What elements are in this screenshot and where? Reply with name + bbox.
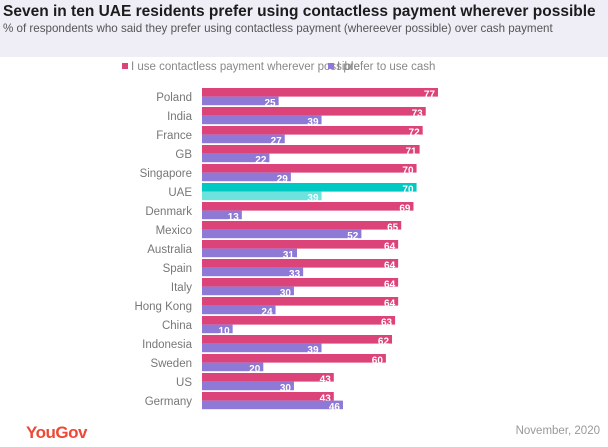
bar	[202, 335, 393, 344]
data-label: 25	[264, 98, 276, 109]
bar	[202, 134, 285, 144]
data-label: 43	[320, 375, 332, 386]
data-label: 64	[384, 242, 396, 253]
data-label: 63	[381, 318, 393, 329]
bar	[202, 400, 343, 410]
legend-swatch	[328, 63, 334, 69]
bar	[202, 96, 279, 106]
bar	[202, 362, 264, 372]
data-label: 64	[384, 299, 396, 310]
bar	[202, 324, 233, 334]
category-label: Poland	[156, 92, 192, 104]
data-label: 60	[372, 356, 384, 367]
bar	[202, 88, 438, 97]
data-label: 22	[255, 155, 267, 166]
data-label: 27	[271, 136, 283, 147]
category-label: Mexico	[156, 225, 192, 237]
data-label: 30	[280, 288, 292, 299]
bar	[202, 305, 276, 315]
category-label: Indonesia	[142, 339, 192, 351]
bar	[202, 343, 322, 353]
data-label: 46	[329, 402, 341, 413]
bar	[202, 267, 304, 277]
data-label: 24	[261, 307, 273, 318]
bar	[202, 240, 399, 249]
bar	[202, 248, 298, 258]
bar	[202, 183, 417, 192]
bar	[202, 381, 294, 391]
bar	[202, 145, 420, 154]
data-label: 71	[405, 147, 417, 158]
bar	[202, 354, 386, 363]
data-label: 29	[277, 174, 289, 185]
category-label: Sweden	[150, 358, 192, 370]
bar	[202, 107, 426, 116]
category-label: Spain	[163, 263, 192, 275]
data-label: 69	[399, 204, 411, 215]
bar	[202, 164, 417, 173]
data-label: 43	[320, 394, 332, 405]
data-label: 52	[347, 231, 359, 242]
category-label: Hong Kong	[134, 301, 192, 313]
legend-label: I use contactless payment wherever possi…	[131, 61, 360, 73]
category-label: France	[156, 130, 192, 142]
data-label: 64	[384, 280, 396, 291]
data-label: 33	[289, 269, 301, 280]
chart-title: Seven in ten UAE residents prefer using …	[3, 3, 596, 20]
data-label: 39	[307, 117, 319, 128]
category-label: US	[176, 377, 192, 389]
data-label: 64	[384, 261, 396, 272]
category-label: India	[167, 111, 193, 123]
bar	[202, 373, 334, 382]
bar	[202, 221, 402, 230]
bar	[202, 392, 334, 401]
data-label: 39	[307, 193, 319, 204]
bar	[202, 316, 396, 325]
category-label: GB	[175, 149, 192, 161]
yougov-logo: YouGov	[26, 423, 87, 442]
chart-subtitle: % of respondents who said they prefer us…	[3, 22, 553, 35]
category-label: Italy	[171, 282, 192, 294]
data-label: 65	[387, 223, 399, 234]
bar	[202, 172, 291, 182]
data-label: 70	[402, 166, 414, 177]
data-label: 20	[249, 364, 261, 375]
data-label: 39	[307, 345, 319, 356]
legend-swatch	[122, 63, 128, 69]
category-label: Denmark	[145, 206, 192, 218]
data-label: 73	[412, 109, 424, 120]
legend-label: I prefer to use cash	[337, 61, 435, 73]
bar	[202, 202, 414, 211]
bar	[202, 191, 322, 201]
data-label: 72	[409, 128, 421, 139]
date-label: November, 2020	[515, 425, 600, 437]
data-label: 10	[219, 326, 231, 337]
bar	[202, 286, 294, 296]
bar	[202, 115, 322, 125]
bar	[202, 126, 423, 135]
data-label: 30	[280, 383, 292, 394]
bar	[202, 153, 270, 163]
bar	[202, 210, 242, 220]
bar	[202, 259, 399, 268]
header-band	[0, 0, 608, 57]
category-label: Australia	[147, 244, 192, 256]
data-label: 31	[283, 250, 295, 261]
data-label: 62	[378, 337, 390, 348]
category-label: Singapore	[140, 168, 192, 180]
bar	[202, 297, 399, 306]
data-label: 77	[424, 90, 436, 101]
data-label: 70	[402, 185, 414, 196]
bar	[202, 229, 362, 239]
category-label: UAE	[168, 187, 192, 199]
category-label: Germany	[145, 396, 193, 408]
category-label: China	[162, 320, 193, 332]
bar	[202, 278, 399, 287]
data-label: 13	[228, 212, 240, 223]
